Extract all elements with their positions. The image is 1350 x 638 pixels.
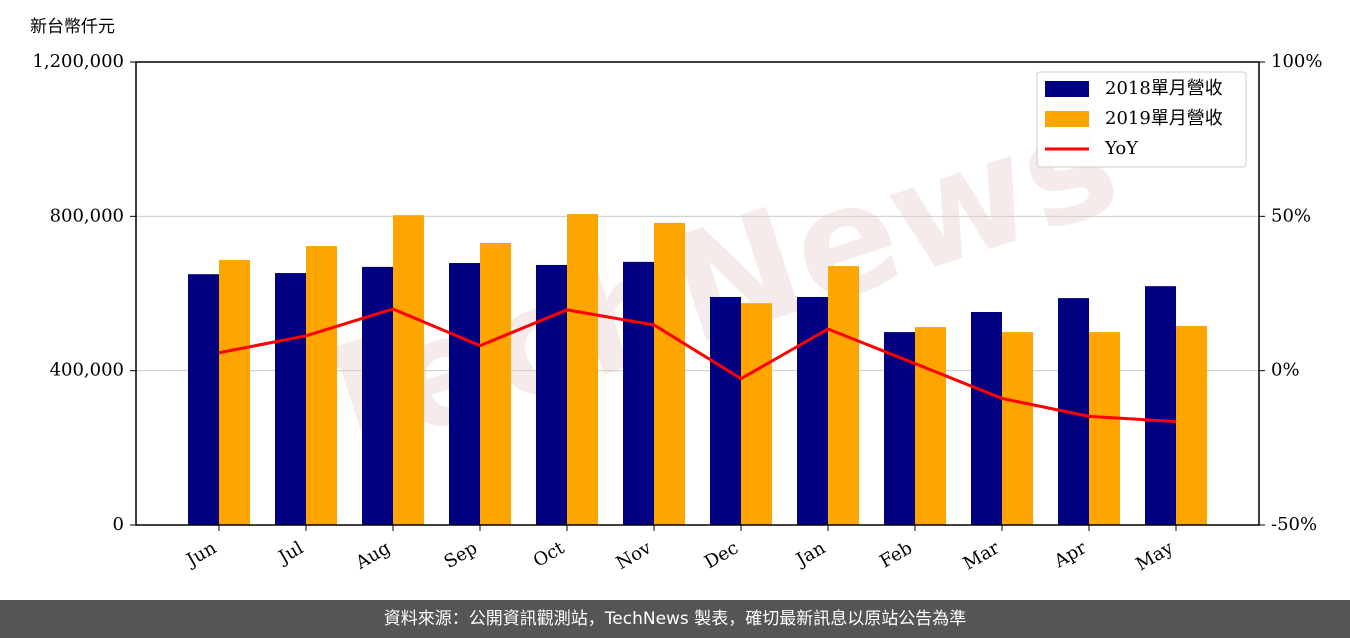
y-tick-label: 400,000 xyxy=(50,360,124,381)
legend-label: YoY xyxy=(1104,138,1139,159)
legend-label: 2018單月營收 xyxy=(1105,78,1223,99)
bar xyxy=(971,312,1002,525)
footer: 資料來源：公開資訊觀測站，TechNews 製表，確切最新訊息以原站公告為準 xyxy=(384,609,966,629)
y-tick-label: 0 xyxy=(113,514,124,535)
legend-label: 2019單月營收 xyxy=(1105,108,1223,129)
line xyxy=(218,307,1177,424)
x-tick-label: Oct xyxy=(530,537,569,572)
y2-tick-label: -50% xyxy=(1271,514,1317,535)
legend-box xyxy=(1036,71,1247,168)
bar xyxy=(654,222,685,525)
x-tick-label: Sep xyxy=(441,537,481,572)
bar xyxy=(275,273,306,525)
bar xyxy=(536,264,567,525)
x-tick-label: Apr xyxy=(1050,537,1090,572)
bar xyxy=(710,296,741,525)
bar xyxy=(306,246,337,526)
x-tick-label: Jun xyxy=(181,537,220,572)
x-tick-label: May xyxy=(1132,537,1177,575)
bar xyxy=(1089,332,1120,525)
y2-tick-label: 50% xyxy=(1271,205,1311,226)
bar xyxy=(1145,286,1176,525)
x-tick-label: Nov xyxy=(613,537,656,574)
y-tick-label: 800,000 xyxy=(50,205,124,226)
bar xyxy=(362,266,393,525)
plot-frame xyxy=(135,61,1260,526)
x-tick-label: Jan xyxy=(791,537,829,571)
bar xyxy=(480,242,511,526)
y2-tick-label: 100% xyxy=(1271,51,1322,72)
bar xyxy=(219,259,250,525)
legend-swatch xyxy=(1045,81,1089,97)
x-tick-label: Mar xyxy=(960,537,1004,574)
bar xyxy=(1002,332,1033,525)
footer-bar xyxy=(0,600,1350,638)
bar xyxy=(884,332,915,525)
y-axis-label: 新台幣仟元 xyxy=(30,17,115,37)
bar xyxy=(828,266,859,525)
bar xyxy=(1176,325,1207,525)
y2-tick-label: 0% xyxy=(1271,360,1300,381)
x-tick-label: Feb xyxy=(876,537,916,572)
bar xyxy=(623,261,654,525)
bar xyxy=(188,274,219,525)
legend-swatch xyxy=(1045,111,1089,127)
bar xyxy=(449,263,480,525)
bar xyxy=(567,214,598,526)
y-tick-label: 1,200,000 xyxy=(32,51,124,72)
x-tick-label: Aug xyxy=(351,537,394,574)
bar xyxy=(915,327,946,525)
x-tick-label: Jul xyxy=(273,537,307,569)
x-tick-label: Dec xyxy=(701,537,742,573)
bar xyxy=(393,215,424,525)
bar xyxy=(797,296,828,525)
bar xyxy=(741,303,772,525)
